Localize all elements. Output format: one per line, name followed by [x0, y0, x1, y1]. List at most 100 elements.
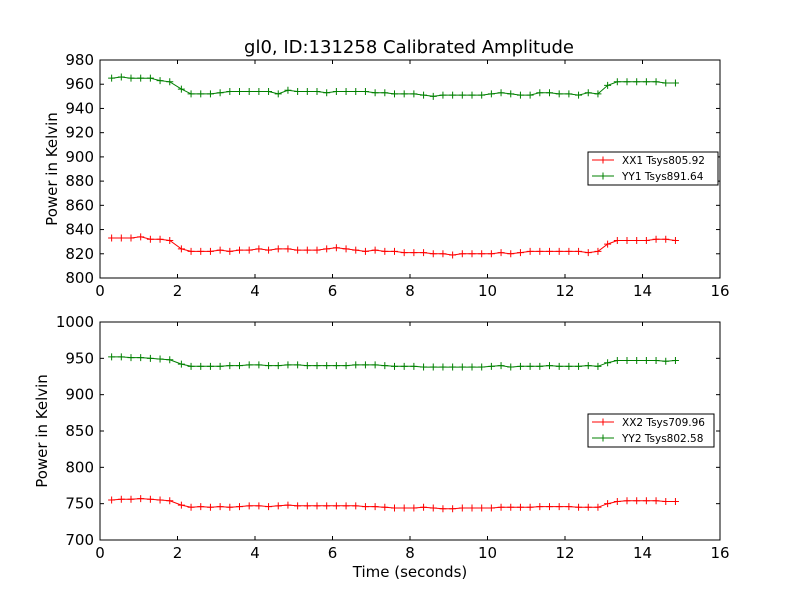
data-point: [303, 87, 311, 95]
data-point: [633, 236, 641, 244]
data-point: [604, 500, 612, 508]
x-tick-label: 10: [478, 544, 497, 562]
data-point: [284, 86, 292, 94]
data-point: [642, 78, 650, 86]
data-point: [652, 235, 660, 243]
x-tick-label: 0: [95, 282, 105, 300]
data-point: [487, 90, 495, 98]
data-point: [265, 503, 273, 511]
data-point: [236, 362, 243, 370]
data-point: [391, 504, 398, 512]
data-point: [623, 78, 631, 86]
data-point: [439, 91, 447, 99]
legend-marker: [599, 418, 607, 426]
data-point: [381, 503, 389, 511]
legend-label: YY2 Tsys802.58: [621, 433, 703, 445]
data-point: [671, 357, 679, 365]
figure-title: gl0, ID:131258 Calibrated Amplitude: [244, 37, 574, 58]
legend-box: [587, 151, 719, 186]
legend-label: YY1 Tsys891.64: [621, 171, 704, 183]
data-point: [516, 503, 524, 511]
data-point: [652, 357, 660, 365]
data-point: [536, 503, 544, 511]
data-point: [177, 245, 185, 253]
data-point: [216, 503, 224, 511]
data-point: [127, 234, 135, 242]
data-point: [342, 245, 350, 253]
x-tick-label: 16: [710, 544, 729, 562]
data-point: [216, 246, 224, 254]
y-axis-label: Power in Kelvin: [43, 112, 61, 226]
data-point: [671, 497, 679, 505]
data-point: [449, 251, 457, 259]
data-point: [294, 246, 302, 254]
data-point: [526, 362, 534, 370]
legend-marker: [599, 172, 607, 180]
data-point: [255, 502, 263, 510]
data-point: [400, 362, 408, 370]
data-point: [284, 501, 292, 509]
data-point: [497, 362, 505, 370]
x-axis-label: Time (seconds): [352, 563, 468, 581]
data-point: [216, 89, 224, 97]
data-point: [197, 247, 205, 255]
x-tick-label: 12: [555, 544, 574, 562]
data-point: [206, 247, 214, 255]
y-tick-label: 700: [65, 531, 94, 549]
data-point: [400, 90, 408, 98]
data-point: [352, 87, 360, 95]
data-point: [303, 362, 311, 370]
data-point: [323, 245, 331, 253]
data-point: [487, 504, 495, 512]
data-point: [449, 363, 457, 371]
data-point: [575, 362, 583, 370]
y-tick-label: 840: [65, 221, 94, 239]
data-point: [468, 250, 476, 258]
data-point: [313, 502, 321, 510]
data-point: [623, 236, 631, 244]
data-point: [662, 235, 670, 243]
data-point: [642, 236, 650, 244]
y-tick-label: 980: [65, 51, 94, 69]
data-point: [400, 504, 408, 512]
x-tick-label: 6: [328, 544, 338, 562]
data-point: [137, 74, 145, 82]
data-point: [555, 247, 563, 255]
data-point: [197, 503, 205, 511]
data-point: [468, 504, 476, 512]
data-point: [555, 90, 563, 98]
data-point: [197, 362, 205, 370]
legend-label: XX2 Tsys709.96: [622, 417, 705, 429]
data-point: [565, 503, 573, 511]
data-point: [108, 74, 116, 82]
data-point: [255, 361, 263, 369]
data-point: [642, 497, 650, 505]
data-point: [594, 503, 602, 511]
data-point: [166, 78, 174, 86]
data-point: [117, 495, 125, 503]
data-point: [449, 91, 457, 99]
data-point: [565, 90, 573, 98]
data-point: [284, 361, 292, 369]
x-tick-label: 16: [710, 282, 729, 300]
data-point: [255, 245, 263, 253]
x-tick-label: 2: [173, 544, 183, 562]
y-tick-label: 820: [65, 245, 94, 263]
data-point: [478, 91, 486, 99]
data-point: [497, 249, 505, 257]
legend-marker: [599, 434, 607, 442]
plots: 0 2 4 6 8 10 12 14 16800820840860880900920940960…: [33, 51, 730, 581]
data-point: [613, 236, 621, 244]
data-point: [594, 362, 602, 370]
series-2: [108, 353, 679, 371]
data-point: [458, 250, 466, 258]
y-tick-label: 800: [65, 458, 94, 476]
data-point: [546, 247, 553, 255]
data-point: [177, 501, 185, 509]
data-point: [391, 362, 398, 370]
data-point: [127, 74, 135, 82]
data-point: [216, 362, 224, 370]
y-tick-label: 880: [65, 172, 94, 190]
y-tick-label: 800: [65, 269, 94, 287]
